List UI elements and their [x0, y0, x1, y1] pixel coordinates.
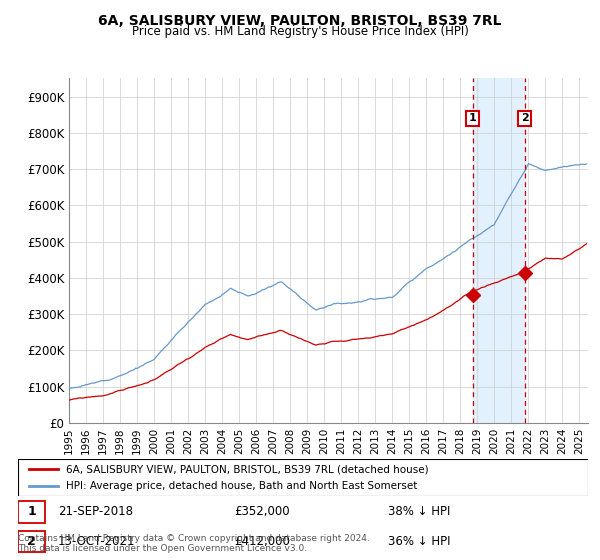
Text: 21-SEP-2018: 21-SEP-2018: [58, 505, 133, 519]
Text: 2: 2: [521, 113, 529, 123]
Text: 2: 2: [28, 535, 36, 548]
Text: HPI: Average price, detached house, Bath and North East Somerset: HPI: Average price, detached house, Bath…: [67, 481, 418, 491]
Text: 6A, SALISBURY VIEW, PAULTON, BRISTOL, BS39 7RL (detached house): 6A, SALISBURY VIEW, PAULTON, BRISTOL, BS…: [67, 464, 429, 474]
Text: 36% ↓ HPI: 36% ↓ HPI: [389, 535, 451, 548]
Text: £352,000: £352,000: [235, 505, 290, 519]
Text: 38% ↓ HPI: 38% ↓ HPI: [389, 505, 451, 519]
Text: £412,000: £412,000: [235, 535, 290, 548]
Bar: [18, 531, 46, 552]
Bar: [18, 501, 46, 522]
Text: 1: 1: [469, 113, 476, 123]
Text: Price paid vs. HM Land Registry's House Price Index (HPI): Price paid vs. HM Land Registry's House …: [131, 25, 469, 38]
Text: 13-OCT-2021: 13-OCT-2021: [58, 535, 136, 548]
Bar: [473, 78, 524, 423]
Text: Contains HM Land Registry data © Crown copyright and database right 2024.
This d: Contains HM Land Registry data © Crown c…: [18, 534, 370, 553]
Text: 6A, SALISBURY VIEW, PAULTON, BRISTOL, BS39 7RL: 6A, SALISBURY VIEW, PAULTON, BRISTOL, BS…: [98, 14, 502, 28]
Text: 1: 1: [28, 505, 36, 519]
